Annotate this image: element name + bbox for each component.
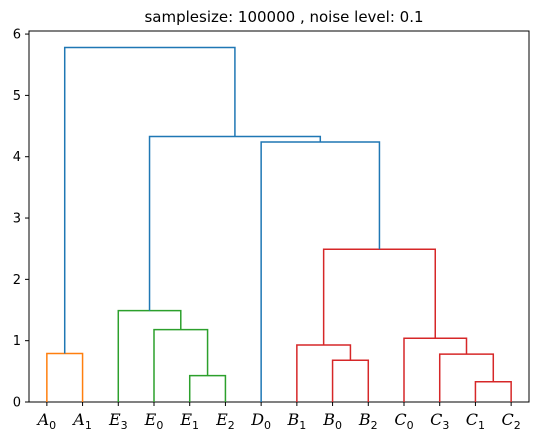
leaf-label: E3 [108, 410, 128, 432]
dendrogram-links [46, 46, 512, 402]
y-tick-label: 3 [13, 212, 21, 227]
leaf-label: A1 [71, 410, 92, 432]
merge-link [153, 328, 209, 402]
chart-title: samplesize: 100000 , noise level: 0.1 [144, 8, 423, 26]
y-tick-label: 6 [13, 28, 21, 43]
leaf-label: E0 [144, 410, 164, 432]
y-tick-label: 2 [13, 273, 21, 288]
y-tick-label: 1 [13, 334, 21, 349]
merge-link [331, 359, 370, 402]
merge-link [117, 309, 182, 402]
merge-link [403, 337, 468, 402]
leaf-label: C1 [466, 410, 485, 432]
merge-link [148, 135, 322, 311]
leaf-label: B2 [358, 410, 378, 432]
y-tick-label: 4 [13, 150, 21, 165]
leaf-label: C2 [502, 410, 521, 432]
leaf-label: B1 [286, 410, 306, 432]
merge-link [63, 46, 236, 354]
leaf-label: C0 [394, 410, 413, 432]
leaf-label: E2 [215, 410, 235, 432]
merge-link [438, 353, 495, 402]
merge-link [296, 344, 352, 402]
merge-link [322, 248, 436, 345]
leaf-label: D0 [250, 410, 271, 432]
merge-link [188, 374, 227, 402]
y-tick-label: 5 [13, 89, 21, 104]
y-tick-label: 0 [13, 396, 21, 411]
leaf-label: A0 [36, 410, 57, 432]
merge-link [46, 352, 84, 402]
y-axis: 0 1 2 3 4 5 6 [13, 28, 29, 411]
leaf-label: C3 [430, 410, 449, 432]
x-axis: A0 A1 E3 E0 E1 E2 D0 B1 B0 B2 C0 C3 C1 C2 [36, 402, 521, 432]
leaf-label: E1 [179, 410, 199, 432]
merge-link [474, 381, 512, 402]
leaf-label: B0 [322, 410, 342, 432]
plot-area [28, 30, 530, 403]
merge-link [260, 141, 381, 402]
